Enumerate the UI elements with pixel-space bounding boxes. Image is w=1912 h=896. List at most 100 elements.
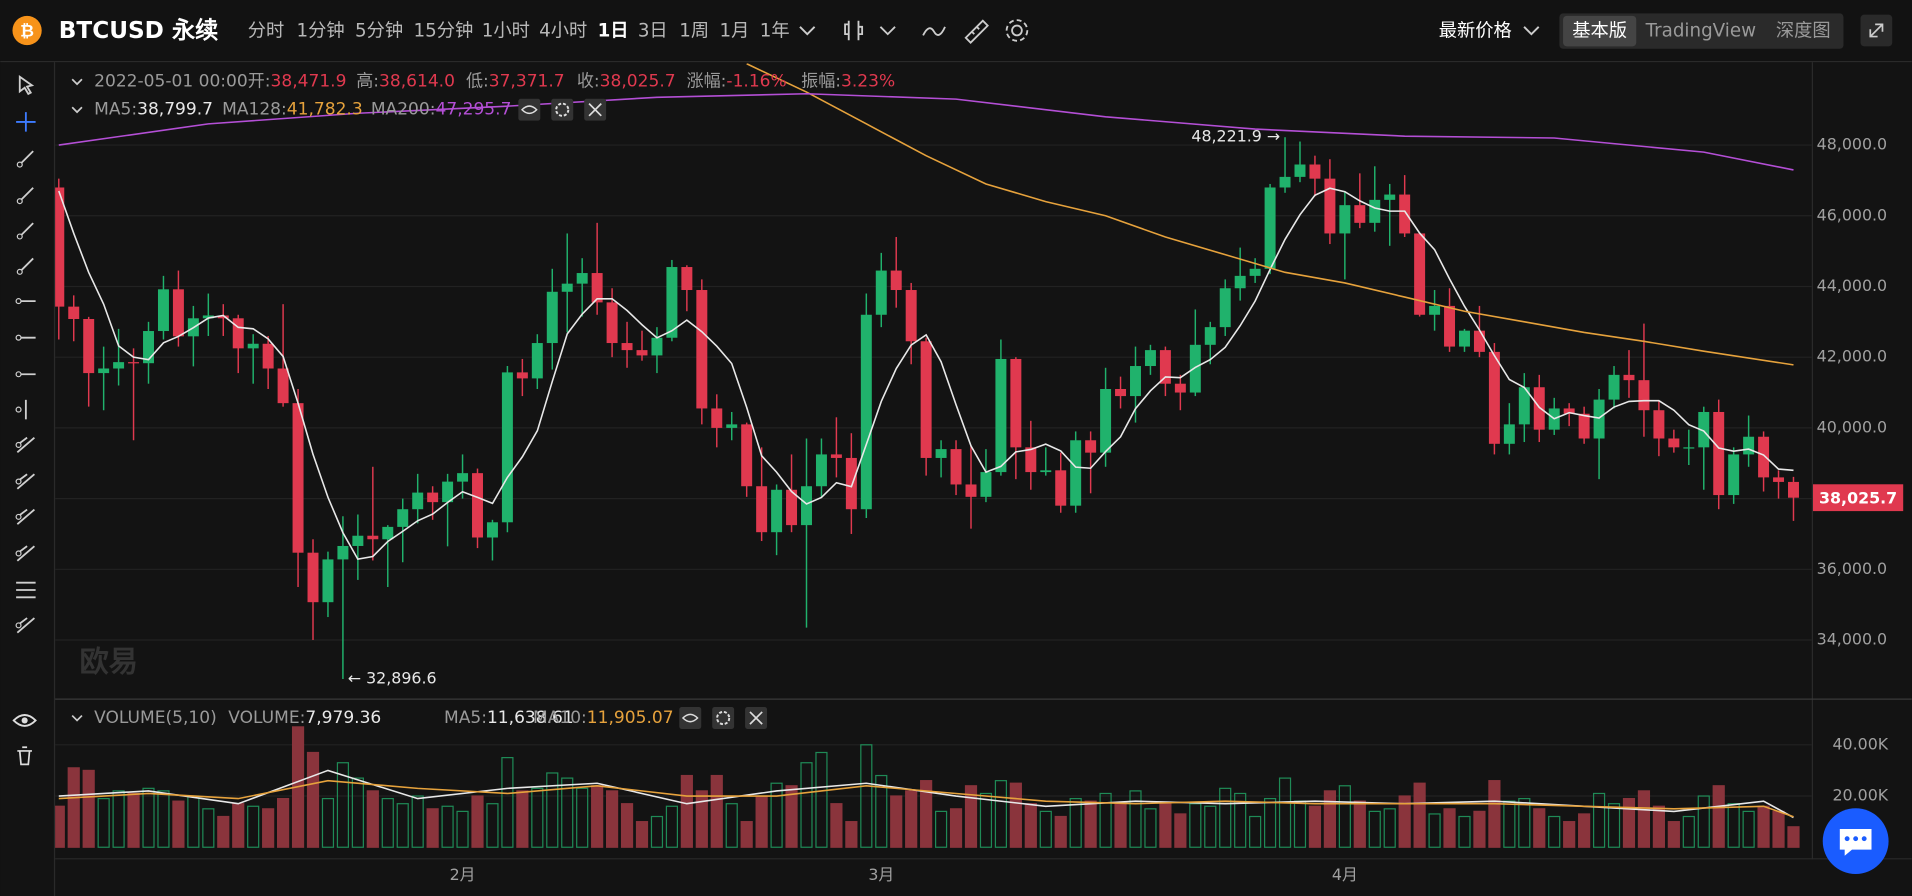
tool-dot — [16, 161, 23, 168]
candle-body — [1040, 470, 1052, 473]
trash-icon[interactable] — [17, 746, 32, 766]
settings-icon[interactable] — [1011, 24, 1023, 37]
chevron[interactable] — [879, 26, 896, 36]
volume-bar — [1353, 800, 1366, 848]
interval-tab[interactable]: 分时 — [248, 21, 285, 42]
candle-body — [1593, 399, 1605, 439]
ma-line — [746, 63, 1794, 366]
volume-bar — [546, 772, 559, 848]
candle-body — [830, 454, 842, 458]
candle-body — [1219, 288, 1231, 328]
volume-bar — [456, 810, 469, 848]
interval-tab[interactable]: 1日 — [598, 21, 629, 42]
interval-tab[interactable]: 1月 — [720, 21, 750, 42]
candle-body — [1324, 178, 1336, 234]
chevron[interactable] — [1523, 26, 1540, 36]
legend-tool[interactable] — [679, 707, 702, 729]
legend-label: 开: — [248, 72, 271, 92]
candle-body — [920, 341, 932, 458]
legend-item: VOLUME:7,979.36 — [228, 708, 381, 728]
x-tick-label: 3月 — [868, 865, 894, 884]
interval-tab[interactable]: 1周 — [679, 21, 709, 42]
volume-bar — [830, 803, 843, 848]
volume-bar — [815, 751, 828, 848]
tool-icon[interactable] — [16, 112, 36, 132]
tool-dot — [15, 622, 22, 629]
volume-bar — [1099, 792, 1112, 848]
candle-body — [1638, 380, 1650, 411]
legend-tool[interactable] — [518, 98, 541, 121]
volume-bar — [1682, 815, 1695, 848]
candle-body — [516, 372, 528, 379]
tool-icon[interactable] — [16, 581, 36, 599]
candle-body — [860, 314, 872, 510]
legend-value: 38,799.7 — [137, 100, 213, 120]
volume-bar — [217, 815, 230, 848]
volume-bar — [1443, 808, 1456, 848]
interval-tab[interactable]: 15分钟 — [414, 21, 474, 42]
view-tab[interactable]: 基本版 — [1572, 21, 1627, 42]
volume-bar — [1428, 813, 1441, 848]
legend-value: 11,905.07 — [587, 708, 674, 728]
volume-bar — [1234, 792, 1247, 848]
legend-item: MA10:11,905.07 — [533, 708, 674, 728]
y-tick-label: 42,000.0 — [1817, 347, 1888, 366]
candle-body — [1309, 164, 1321, 179]
volume-bar — [1323, 790, 1336, 848]
ma-line — [58, 769, 1794, 819]
eye-icon[interactable] — [12, 714, 37, 727]
chat-button[interactable] — [1822, 808, 1889, 875]
tool-icon[interactable] — [18, 75, 35, 96]
volume-bar — [979, 792, 993, 848]
legend-item: MA200:47,295.7 — [371, 100, 512, 120]
candle-body — [965, 484, 977, 497]
interval-tab[interactable]: 1年 — [760, 21, 790, 42]
interval-tab[interactable]: 1小时 — [482, 21, 530, 42]
candle-icon[interactable] — [844, 20, 864, 41]
collapse-chevron[interactable] — [71, 714, 83, 722]
candle-body — [1339, 205, 1351, 234]
volume-bar — [1249, 815, 1262, 848]
tool-dot — [16, 268, 23, 275]
tool-dot — [15, 406, 22, 413]
view-tab-active — [1563, 15, 1637, 47]
high-annotation: 48,221.9 → — [1191, 127, 1280, 146]
candle-body — [801, 486, 812, 526]
volume-bar — [964, 785, 978, 848]
volume-bar — [232, 803, 245, 848]
close-icon — [588, 103, 602, 117]
interval-tab[interactable]: 4小时 — [539, 21, 587, 42]
view-tab[interactable]: TradingView — [1645, 21, 1756, 42]
volume-bar — [620, 803, 634, 848]
indicator-icon[interactable] — [922, 26, 946, 36]
volume-bar — [471, 795, 484, 848]
ruler-icon[interactable] — [964, 19, 989, 44]
settings-icon[interactable] — [1005, 19, 1029, 42]
collapse-chevron[interactable] — [71, 78, 83, 86]
collapse-chevron[interactable] — [71, 106, 83, 114]
legend-label: 高: — [356, 72, 379, 92]
legend-tool[interactable] — [712, 707, 735, 729]
volume-bar — [755, 795, 768, 848]
interval-tab[interactable]: 1分钟 — [296, 21, 344, 42]
candle-body — [1488, 351, 1500, 444]
tool-dot — [16, 233, 23, 240]
tool-dot — [15, 513, 22, 520]
legend-tool[interactable] — [551, 98, 574, 121]
candle-body — [232, 318, 244, 349]
volume-bar — [905, 790, 918, 848]
price-mode[interactable]: 最新价格 — [1439, 21, 1512, 42]
legend-item: 开:38,471.9 — [248, 72, 347, 92]
candle-body — [1459, 330, 1470, 347]
interval-tab[interactable]: 3日 — [638, 21, 668, 42]
legend-value: 3.23% — [841, 72, 895, 92]
volume-bar — [1578, 813, 1591, 848]
volume-tick-label: 40.00K — [1832, 734, 1888, 753]
candle-body — [1384, 194, 1396, 200]
candle-body — [1683, 447, 1695, 449]
volume-bar — [262, 808, 275, 848]
view-tab[interactable]: 深度图 — [1776, 21, 1831, 42]
chevron[interactable] — [799, 26, 816, 36]
symbol[interactable]: BTCUSD 永续 — [59, 17, 219, 44]
interval-tab[interactable]: 5分钟 — [355, 21, 403, 42]
